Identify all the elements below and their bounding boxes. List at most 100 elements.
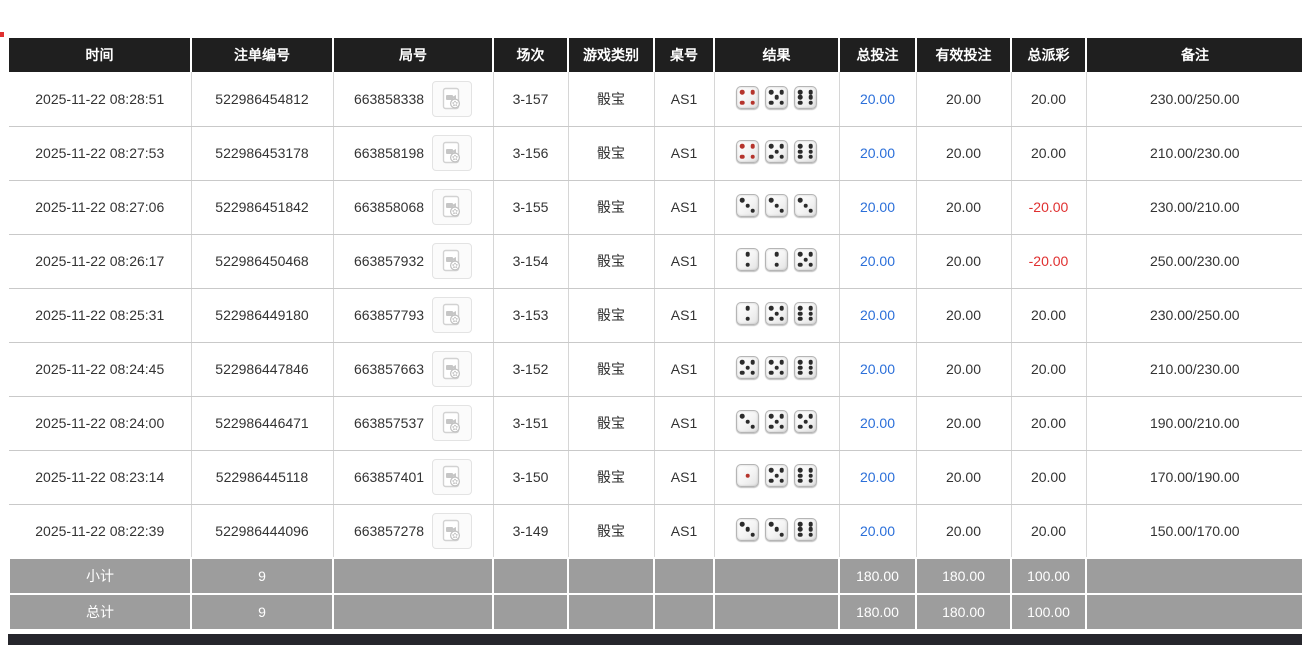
dice-result-group: [736, 248, 817, 271]
round-id-group: 663857793: [353, 297, 473, 333]
cell-payout: 20.00: [1011, 288, 1087, 343]
cell-bet-id: 522986450468: [191, 234, 334, 289]
dice-result-group: [736, 140, 817, 163]
die-face-5-icon: [765, 410, 788, 433]
cell-bet-id: 522986451842: [191, 180, 334, 235]
cell-total-bet: 20.00: [839, 126, 917, 181]
cell-payout: 20.00: [1011, 450, 1087, 505]
total-bet-link[interactable]: 20.00: [859, 415, 896, 431]
die-face-5-icon: [765, 356, 788, 379]
video-file-icon[interactable]: [432, 512, 473, 549]
cell-table-no: AS1: [654, 342, 715, 397]
table-row: 2025-11-22 08:23:14 522986445118 663857401…: [9, 450, 1302, 505]
round-id-group: 663858068: [354, 189, 473, 225]
cell-session: 3-152: [493, 342, 569, 397]
die-face-5-icon: [765, 140, 788, 163]
col-header-payout: 总派彩: [1011, 38, 1087, 72]
subtotal-empty-cell: [492, 557, 569, 595]
col-header-table-no: 桌号: [654, 38, 715, 72]
round-id-value: 663857932: [353, 253, 425, 269]
total-bet-link[interactable]: 20.00: [859, 361, 896, 377]
grand-total-payout: 100.00: [1010, 593, 1087, 631]
table-row: 2025-11-22 08:26:17 522986450468 663857932…: [9, 234, 1302, 289]
die-face-3-icon: [736, 517, 759, 541]
cell-table-no: AS1: [654, 72, 715, 127]
cell-total-bet: 20.00: [839, 396, 917, 451]
total-bet-link[interactable]: 20.00: [859, 253, 896, 269]
dice-result-group: [736, 517, 817, 541]
video-file-icon[interactable]: [432, 135, 473, 171]
total-bet-link[interactable]: 20.00: [859, 522, 896, 539]
grand-total-empty-cell: [713, 593, 840, 631]
cell-round-id: 663857278: [333, 504, 494, 559]
round-id-value: 663858198: [353, 145, 425, 161]
cell-session: 3-155: [493, 180, 569, 235]
cell-round-id: 663858338: [333, 72, 494, 127]
dice-result-group: [736, 464, 817, 487]
round-id-value: 663858338: [353, 90, 425, 107]
cell-bet-id: 522986449180: [191, 288, 334, 343]
cell-game-type: 骰宝: [568, 288, 655, 343]
cell-remark: 230.00/250.00: [1086, 72, 1302, 127]
cell-result: [714, 234, 840, 289]
video-file-icon[interactable]: [432, 459, 473, 495]
cell-payout: -20.00: [1011, 234, 1087, 289]
round-id-value: 663857793: [353, 307, 425, 323]
cell-round-id: 663857401: [333, 450, 494, 505]
total-bet-link[interactable]: 20.00: [859, 307, 896, 323]
dice-result-group: [736, 410, 817, 433]
cell-table-no: AS1: [654, 450, 715, 505]
cell-total-bet: 20.00: [839, 234, 917, 289]
round-id-group: 663857663: [354, 351, 473, 387]
table-row: 2025-11-22 08:22:39 522986444096 663857278…: [9, 504, 1302, 559]
cell-valid-bet: 20.00: [916, 234, 1012, 289]
die-face-6-icon: [794, 140, 817, 163]
round-id-value: 663857401: [353, 469, 425, 485]
total-bet-link[interactable]: 20.00: [859, 145, 896, 161]
video-file-icon[interactable]: [432, 351, 473, 387]
cell-game-type: 骰宝: [568, 504, 655, 559]
col-header-valid-bet: 有效投注: [916, 38, 1012, 72]
cell-total-bet: 20.00: [839, 450, 917, 505]
grand-total-empty-cell: [1085, 593, 1302, 631]
cell-table-no: AS1: [654, 504, 715, 559]
grand-total-count: 9: [190, 593, 334, 631]
subtotal-label: 小计: [8, 557, 192, 595]
subtotal-empty-cell: [332, 557, 494, 595]
col-header-bet-id: 注单编号: [191, 38, 334, 72]
cell-session: 3-157: [493, 72, 569, 127]
video-file-icon[interactable]: [432, 405, 473, 441]
cell-table-no: AS1: [654, 396, 715, 451]
round-id-value: 663857278: [353, 522, 425, 539]
bottom-bar: [8, 634, 1302, 645]
left-edge-red-artifact: [0, 32, 4, 37]
cell-payout: 20.00: [1011, 126, 1087, 181]
cell-time: 2025-11-22 08:24:45: [9, 342, 192, 397]
cell-valid-bet: 20.00: [916, 450, 1012, 505]
cell-result: [714, 342, 840, 397]
cell-bet-id: 522986446471: [191, 396, 334, 451]
cell-remark: 150.00/170.00: [1086, 504, 1302, 559]
die-face-6-icon: [794, 464, 817, 487]
video-file-icon[interactable]: [432, 189, 473, 225]
total-bet-link[interactable]: 20.00: [859, 199, 896, 215]
cell-game-type: 骰宝: [568, 450, 655, 505]
round-id-group: 663857278: [353, 512, 473, 549]
grand-total-label: 总计: [8, 593, 192, 631]
subtotal-empty-cell: [653, 557, 715, 595]
video-file-icon[interactable]: [432, 80, 473, 117]
cell-valid-bet: 20.00: [916, 504, 1012, 559]
cell-time: 2025-11-22 08:22:39: [9, 504, 192, 559]
video-file-icon[interactable]: [432, 243, 473, 279]
total-bet-link[interactable]: 20.00: [859, 469, 896, 485]
die-face-4-icon: [736, 85, 759, 109]
cell-remark: 170.00/190.00: [1086, 450, 1302, 505]
die-face-1-icon: [736, 464, 759, 487]
die-face-2-icon: [765, 248, 788, 271]
cell-game-type: 骰宝: [568, 72, 655, 127]
total-bet-link[interactable]: 20.00: [859, 90, 896, 107]
video-file-icon[interactable]: [432, 297, 473, 333]
cell-payout: 20.00: [1011, 72, 1087, 127]
cell-time: 2025-11-22 08:27:53: [9, 126, 192, 181]
cell-remark: 250.00/230.00: [1086, 234, 1302, 289]
